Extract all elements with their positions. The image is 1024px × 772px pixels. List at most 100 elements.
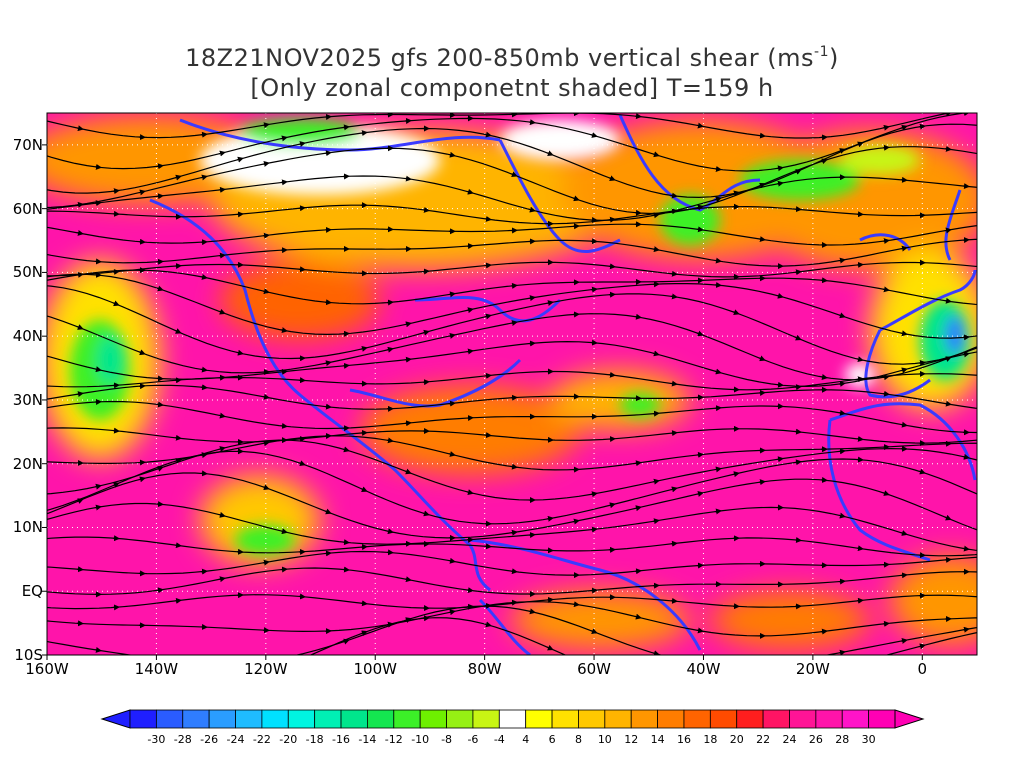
lat-label: 30N [13,391,43,409]
colorbar-swatch [816,710,842,728]
streamline-arrow [263,163,267,164]
streamline-arrow [759,239,763,240]
lon-label: 140W [135,660,178,678]
colorbar-swatch [394,710,420,728]
streamline-arrow [857,548,861,549]
streamline-arrow [697,630,701,631]
streamline-arrow [653,521,657,522]
streamline-arrow [883,241,887,242]
streamline-arrow [857,379,861,380]
streamline-arrow [591,494,595,495]
colorbar-label: -24 [227,733,245,746]
streamline-arrow [263,125,267,126]
streamline-arrow [715,469,719,470]
streamline-arrow [573,604,577,605]
streamline-arrow [219,579,223,580]
colorbar-label: -8 [441,733,452,746]
colorbar-label: 4 [522,733,529,746]
colorbar-swatch [658,710,684,728]
colorbar-label: -18 [306,733,324,746]
lon-label: 20W [796,660,830,678]
streamline-arrow [175,545,179,546]
streamline-arrow [263,443,267,444]
colorbar-label: -26 [200,733,218,746]
streamline-arrow [387,440,391,441]
streamline-arrow [573,521,577,522]
streamline-arrow [449,612,453,613]
streamline-arrow [467,590,471,591]
colorbar-swatch [710,710,736,728]
streamline-arrow [405,178,409,179]
colorbar-swatch [473,710,499,728]
streamline-arrow [95,507,99,508]
streamline-arrow [839,260,843,261]
colorbar-label: 24 [782,733,796,746]
colorbar-label: 26 [809,733,823,746]
streamline-arrow [449,294,453,295]
streamline-arrow [715,260,719,261]
colorbar-label: 22 [756,733,770,746]
streamline-arrow [697,125,701,126]
streamline-arrow [653,215,657,216]
streamline-arrow [157,166,161,167]
colorbar-label: -14 [358,733,376,746]
colorbar-high-arrow [895,710,923,728]
colorbar-label: 6 [549,733,556,746]
colorbar-swatch [631,710,657,728]
colorbar-label: -16 [332,733,350,746]
streamline-arrow [263,562,267,563]
colorbar-label: -30 [147,733,165,746]
streamline-arrow [963,548,967,549]
streamline-arrow [901,640,905,641]
streamline-arrow [795,462,799,463]
streamline-arrow [671,383,675,384]
streamline-arrow [919,126,923,127]
colorbar-label: 14 [651,733,665,746]
colorbar-label: 20 [730,733,744,746]
streamline-arrow [157,404,161,405]
streamline-arrow [697,229,701,230]
streamline-arrow [671,195,675,196]
colorbar-label: -20 [279,733,297,746]
lon-label: 40W [687,660,721,678]
streamline-arrow [759,482,763,483]
lon-label: 160W [25,660,68,678]
colorbar-label: 18 [703,733,717,746]
colorbar-swatch [842,710,868,728]
lat-label: 20N [13,455,43,473]
lon-label: 100W [354,660,397,678]
streamline-arrow [511,322,515,323]
streamline-arrow [777,459,781,460]
lon-label: 0 [918,660,928,678]
streamline-arrow [963,629,967,630]
lat-label: EQ [22,582,43,600]
lat-label: 10N [13,518,43,536]
streamline-arrow [653,481,657,482]
streamline-arrow [263,397,267,398]
colorbar-swatch [367,710,393,728]
streamline-arrow [839,384,843,385]
streamline-arrow [777,183,781,184]
colorbar-swatch [869,710,895,728]
colorbar-label: -28 [174,733,192,746]
streamline-arrow [361,133,365,134]
colorbar-label: 12 [624,733,638,746]
streamline-arrow [945,301,949,302]
streamline-arrow [95,650,99,651]
colorbar-swatch [288,710,314,728]
streamline-arrow [299,143,303,144]
streamline-arrow [547,518,551,519]
colorbar-swatch [789,710,815,728]
colorbar-low-arrow [102,710,130,728]
colorbar-swatch [605,710,631,728]
streamline-arrow [883,289,887,290]
colorbar-label: -4 [494,733,505,746]
colorbar-swatch [130,710,156,728]
streamline-arrow [299,658,303,660]
streamline-arrow [485,134,489,135]
streamline-arrow [529,298,533,299]
streamline-arrow [281,330,285,331]
streamline-arrow [77,128,81,129]
